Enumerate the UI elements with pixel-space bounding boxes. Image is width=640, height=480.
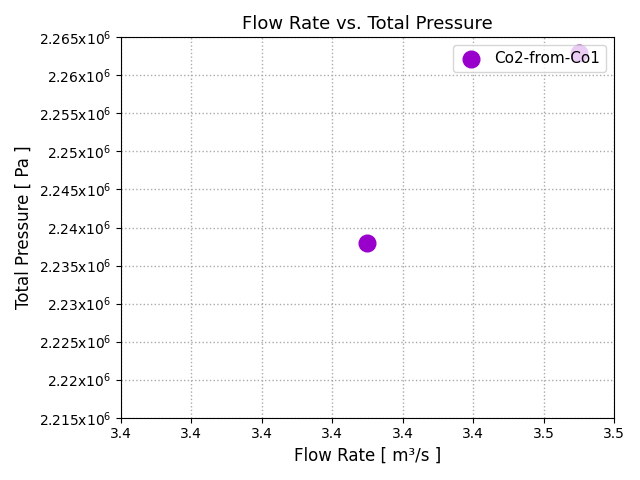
Y-axis label: Total Pressure [ Pa ]: Total Pressure [ Pa ] — [15, 146, 33, 309]
X-axis label: Flow Rate [ m³/s ]: Flow Rate [ m³/s ] — [294, 447, 441, 465]
Title: Flow Rate vs. Total Pressure: Flow Rate vs. Total Pressure — [242, 15, 493, 33]
Co2-from-Co1 — [362, 239, 372, 247]
Co2-from-Co1 — [573, 48, 584, 56]
Legend: Co2-from-Co1: Co2-from-Co1 — [453, 45, 607, 72]
